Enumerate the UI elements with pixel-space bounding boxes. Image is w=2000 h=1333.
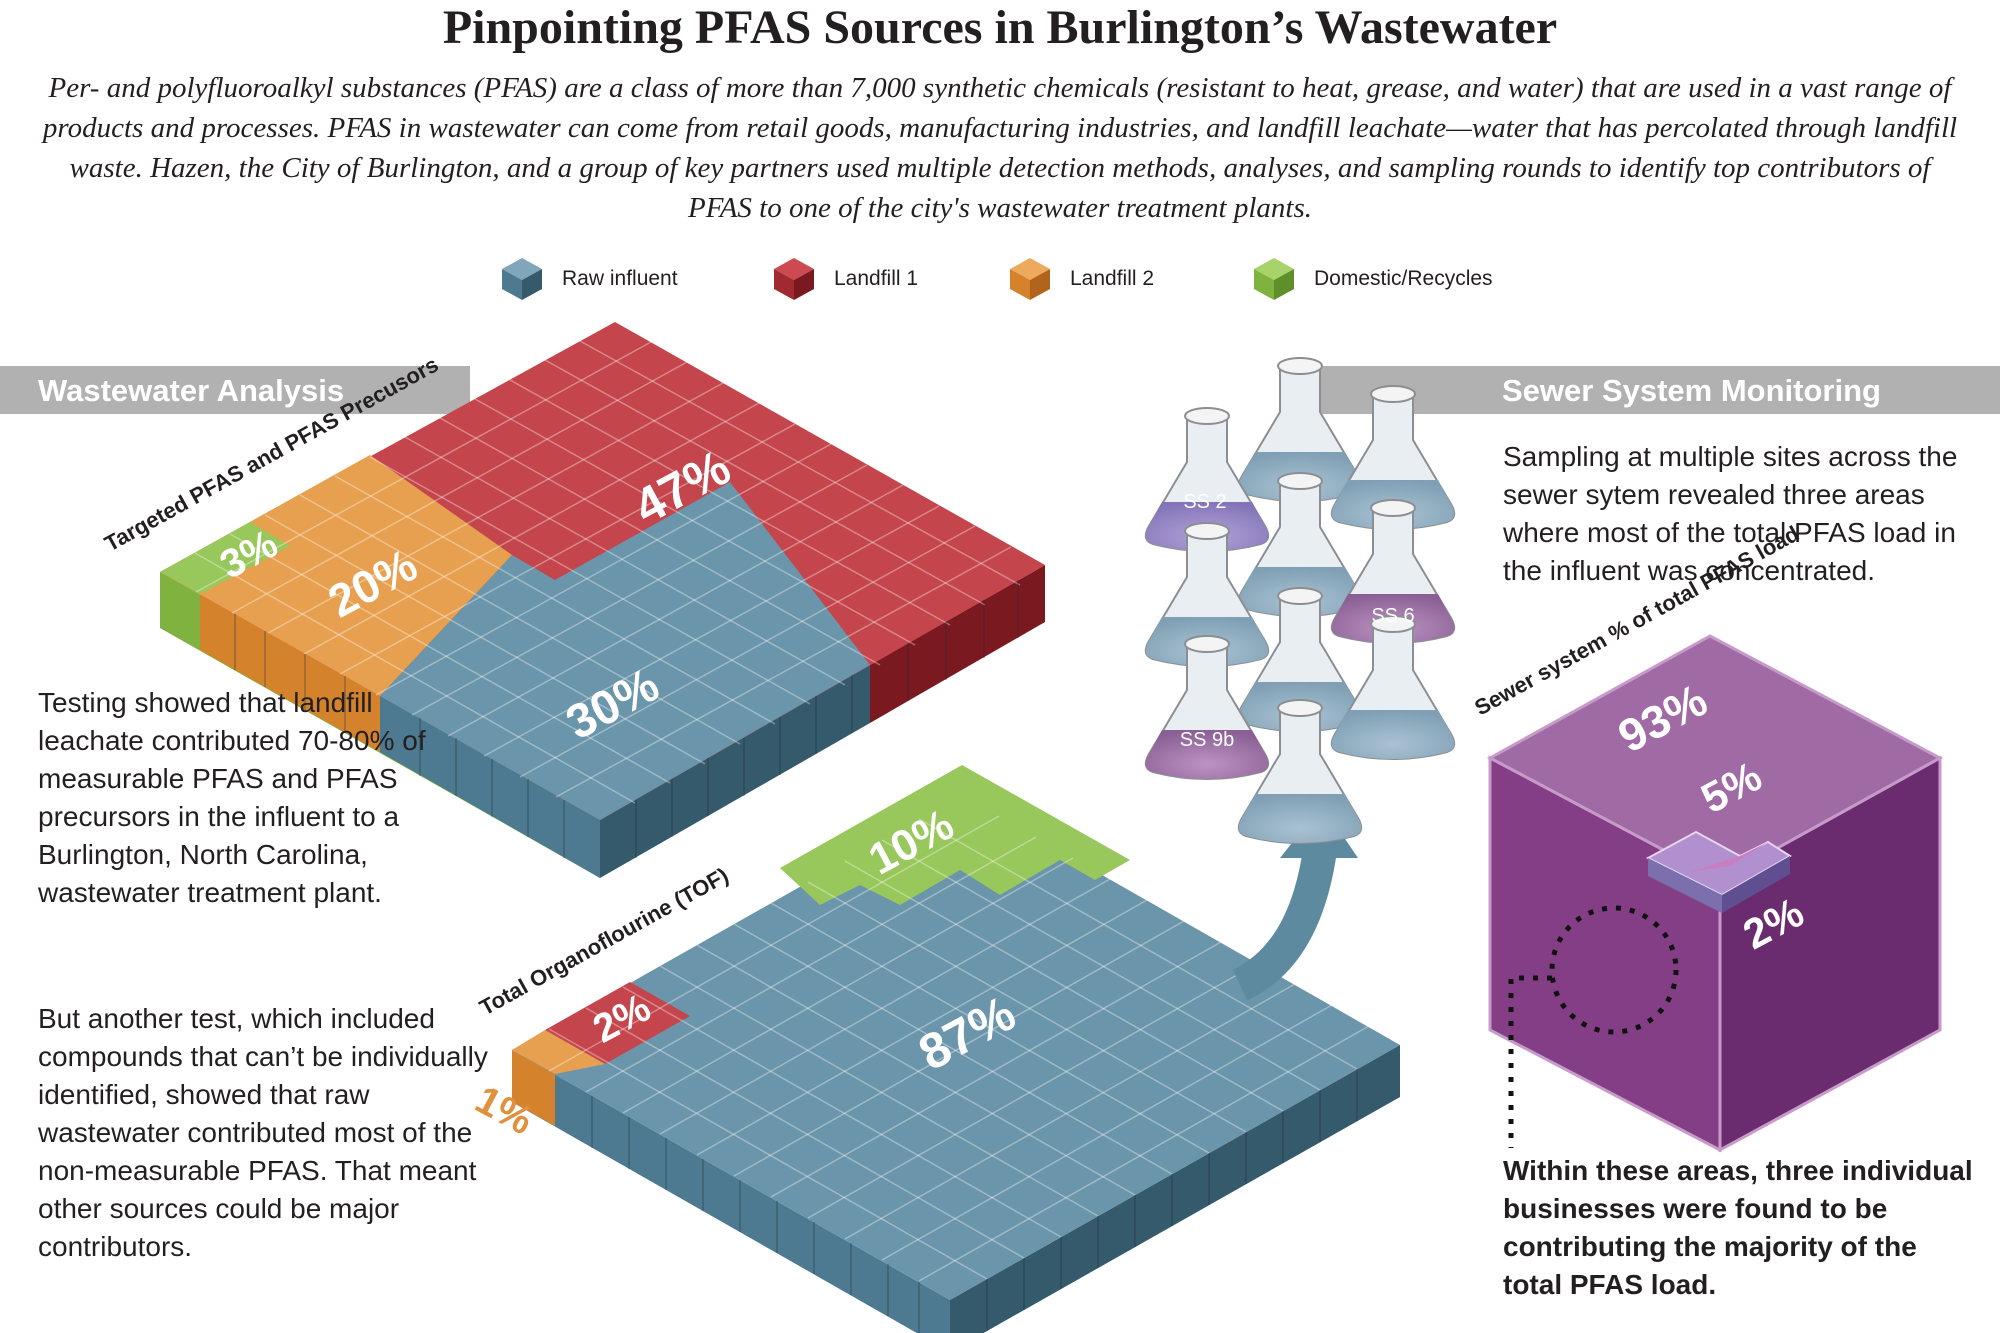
sewer-paragraph: Sampling at multiple sites across the se… (1503, 441, 1958, 586)
grid2-top-red (545, 982, 690, 1064)
grid1-side-blue-left (380, 696, 600, 878)
grid2-top-green (780, 765, 1130, 905)
grid1-side-red-right (870, 565, 1045, 723)
page-title: Pinpointing PFAS Sources in Burlington’s… (442, 1, 1558, 54)
cube-icon (1010, 258, 1050, 300)
grid-tof: 87% 10% 2% 1% Total Organoflourine (TOF) (468, 765, 1400, 1333)
grid2-side-orange (512, 1050, 555, 1126)
grid1-top-blue (380, 482, 870, 820)
section-bar-wastewater (0, 366, 470, 414)
grid1-side-blue-right (600, 665, 870, 878)
grid1-top-orange (160, 455, 512, 696)
flask (1237, 699, 1363, 844)
intro-paragraph: Per- and polyfluoroalkyl substances (PFA… (42, 72, 1958, 224)
sewer-cube: 93% 5% 2% Sewer system % of total PFAS l… (1470, 521, 1944, 1153)
cube-icon (774, 258, 814, 300)
cube-icon (502, 258, 542, 300)
grid2-top-blue (512, 795, 1400, 1300)
grid-targeted: 47% 20% 3% 30% Targeted PFAS and PFAS Pr… (100, 322, 1045, 878)
flask-cluster: SS 2 SS 6 SS 9b (1144, 357, 1456, 844)
flask-label-ss9b: SS 9b (1180, 729, 1234, 751)
grid1-top-green (160, 522, 290, 594)
left-paragraph-2: But another test, which included compoun… (38, 1003, 488, 1262)
flask-label-ss6: SS 6 (1371, 605, 1414, 627)
legend-label: Landfill 2 (1070, 267, 1155, 290)
grid2-top-orange (512, 1030, 605, 1074)
section-title-sewer: Sewer System Monitoring (1502, 373, 1881, 408)
grid1-side-orange (200, 594, 380, 752)
legend-label: Domestic/Recycles (1314, 267, 1493, 290)
businesses-paragraph: Within these areas, three individual bus… (1503, 1155, 1973, 1300)
grid2-side-left (512, 1050, 950, 1333)
legend-item-landfill-1: Landfill 1 (772, 256, 918, 302)
legend-label: Landfill 1 (834, 267, 919, 290)
legend-label: Raw influent (562, 267, 678, 290)
flask-label-ss2: SS 2 (1183, 491, 1226, 513)
legend-item-domestic-recycles: Domestic/Recycles (1252, 256, 1493, 302)
cube-icon (1254, 258, 1294, 300)
section-title-wastewater: Wastewater Analysis (38, 373, 345, 408)
flask-ss9b (1144, 635, 1270, 780)
flask (1330, 615, 1456, 760)
legend-item-landfill-2: Landfill 2 (1008, 256, 1154, 302)
left-paragraph-1: Testing showed that landfill leachate co… (38, 687, 426, 908)
grid2-side-right (950, 1045, 1400, 1333)
legend-item-raw-influent: Raw influent (500, 256, 678, 302)
